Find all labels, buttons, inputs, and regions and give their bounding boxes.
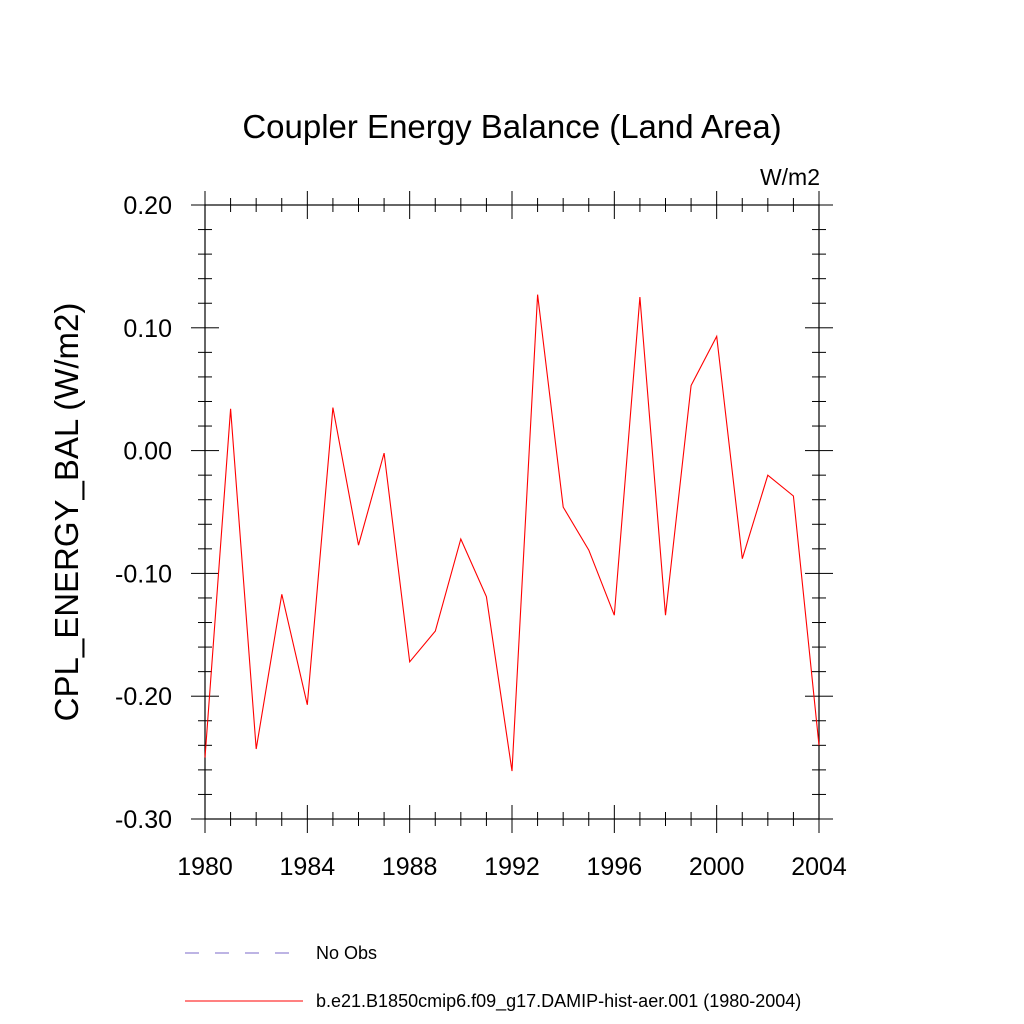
chart-title: Coupler Energy Balance (Land Area) <box>242 108 781 145</box>
y-tick-label: -0.30 <box>115 806 172 834</box>
units-label: W/m2 <box>760 164 820 190</box>
legend-label-no-obs: No Obs <box>316 943 377 963</box>
x-tick-label: 2004 <box>791 853 847 881</box>
y-tick-label: -0.10 <box>115 560 172 588</box>
legend-label-model-run: b.e21.B1850cmip6.f09_g17.DAMIP-hist-aer.… <box>316 991 801 1012</box>
x-tick-label: 2000 <box>689 853 745 881</box>
y-tick-label: -0.20 <box>115 683 172 711</box>
x-tick-label: 1992 <box>484 853 540 881</box>
x-tick-label: 1980 <box>177 853 233 881</box>
series-line <box>204 294 820 772</box>
y-axis-label: CPL_ENERGY_BAL (W/m2) <box>48 303 85 722</box>
x-tick-label: 1988 <box>382 853 438 881</box>
y-tick-label: 0.00 <box>123 438 172 466</box>
y-tick-label: 0.10 <box>123 315 172 343</box>
series-layer <box>204 294 820 772</box>
x-tick-labels: 1980 1984 1988 1992 1996 2000 2004 <box>177 853 847 881</box>
legend: No Obs b.e21.B1850cmip6.f09_g17.DAMIP-hi… <box>185 943 801 1012</box>
plot-frame <box>204 204 820 820</box>
y-tick-labels: 0.20 0.10 0.00 -0.10 -0.20 -0.30 <box>115 192 172 834</box>
x-tick-label: 1984 <box>280 853 336 881</box>
major-ticks <box>191 191 833 833</box>
y-tick-label: 0.20 <box>123 192 172 220</box>
x-tick-label: 1996 <box>587 853 643 881</box>
minor-ticks <box>198 198 826 826</box>
